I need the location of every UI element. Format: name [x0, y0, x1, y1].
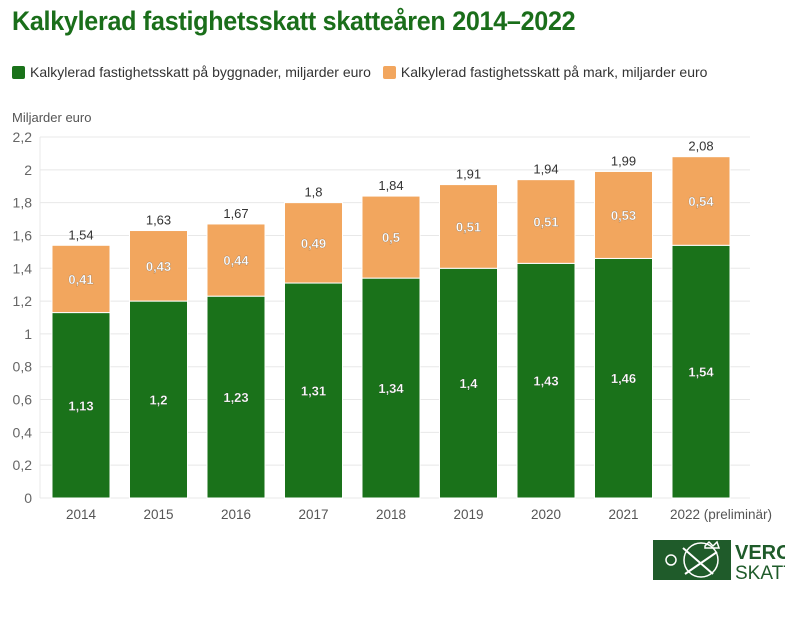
bar-segment	[516, 262, 576, 499]
y-tick-label: 0,4	[13, 424, 33, 440]
bar-segment	[129, 230, 188, 302]
x-tick-label: 2022 (preliminär)	[670, 507, 772, 522]
data-label: 0,51	[533, 215, 558, 230]
y-tick-label: 1,4	[13, 260, 33, 276]
y-tick-label: 0,8	[13, 359, 33, 375]
data-label: 1,13	[68, 398, 93, 413]
data-label: 0,54	[688, 194, 714, 209]
data-label: 1,46	[611, 371, 636, 386]
data-label: 1,54	[688, 365, 714, 380]
data-label: 0,44	[223, 253, 249, 268]
total-label: 1,91	[456, 167, 481, 182]
bar-segment	[284, 202, 343, 284]
y-tick-label: 0	[24, 490, 32, 506]
data-label: 1,34	[378, 381, 404, 396]
bar-segment	[51, 312, 111, 499]
x-tick-label: 2016	[221, 507, 251, 522]
plot-area: 0 0,2 0,4 0,6 0,8 1 1,2 1,4 1,6 1,8 2 2,2 1,13 0,41 1,…	[13, 129, 772, 522]
bar-segment	[516, 179, 576, 264]
data-label: 1,2	[149, 393, 167, 408]
x-tick-label: 2014	[66, 507, 97, 522]
y-tick-label: 1,2	[13, 293, 33, 309]
bar-segment	[594, 257, 653, 499]
legend-label: Kalkylerad fastighetsskatt på mark, milj…	[400, 64, 708, 80]
y-tick-label: 1,6	[13, 227, 33, 243]
y-tick-label: 2,2	[13, 129, 33, 145]
x-tick-label: 2020	[531, 507, 561, 522]
y-tick-label: 1	[24, 326, 32, 342]
bar-segment	[439, 267, 498, 499]
data-label: 0,49	[301, 236, 326, 251]
bar-segment	[671, 244, 731, 499]
svg-text:VERO: VERO	[735, 542, 785, 564]
legend-item-buildings[interactable]: Kalkylerad fastighetsskatt på byggnader,…	[12, 64, 371, 80]
data-label: 0,41	[68, 272, 93, 287]
x-tick-label: 2019	[453, 507, 483, 522]
data-label: 0,43	[146, 259, 171, 274]
bar-segment	[129, 300, 188, 499]
bar-segment	[284, 282, 343, 499]
total-label: 1,67	[223, 206, 248, 221]
data-label: 0,53	[611, 208, 636, 223]
x-tick-label: 2018	[376, 507, 406, 522]
legend: Kalkylerad fastighetsskatt på byggnader,…	[12, 64, 707, 80]
total-label: 1,99	[611, 153, 636, 168]
x-tick-label: 2017	[298, 507, 328, 522]
x-tick-label: 2015	[143, 507, 173, 522]
total-label: 2,08	[688, 139, 713, 154]
bar-segment	[206, 223, 266, 297]
data-label: 0,51	[456, 219, 481, 234]
svg-text:SKATT: SKATT	[735, 563, 785, 580]
total-label: 1,63	[146, 213, 171, 228]
bar-segment	[671, 156, 731, 246]
total-label: 1,94	[533, 162, 558, 177]
legend-swatch	[382, 65, 396, 79]
data-label: 1,31	[301, 384, 326, 399]
chart-title: Kalkylerad fastighetsskatt skatteåren 20…	[12, 6, 576, 36]
y-tick-label: 2	[24, 162, 32, 178]
data-label: 1,43	[533, 374, 558, 389]
bar-segment	[206, 295, 266, 499]
bar-segment	[594, 170, 653, 259]
total-label: 1,8	[304, 185, 322, 200]
vero-skatt-logo: VERO SKATT	[653, 540, 795, 585]
bar-segment	[361, 277, 421, 499]
data-label: 0,5	[382, 230, 400, 245]
x-tick-label: 2021	[608, 507, 638, 522]
y-tick-label: 1,8	[13, 195, 33, 211]
data-label: 1,23	[223, 390, 248, 405]
legend-swatch	[12, 65, 25, 79]
y-axis-label: Miljarder euro	[12, 110, 92, 125]
total-label: 1,54	[68, 227, 93, 242]
total-label: 1,84	[378, 178, 403, 193]
bar-segment	[51, 244, 111, 314]
legend-label: Kalkylerad fastighetsskatt på byggnader,…	[30, 64, 371, 80]
y-tick-label: 0,6	[13, 392, 33, 408]
bar-segment	[439, 184, 498, 269]
legend-item-land[interactable]: Kalkylerad fastighetsskatt på mark, milj…	[382, 64, 708, 80]
y-tick-label: 0,2	[13, 457, 33, 473]
data-label: 1,4	[459, 376, 478, 391]
bar-segment	[361, 195, 421, 279]
